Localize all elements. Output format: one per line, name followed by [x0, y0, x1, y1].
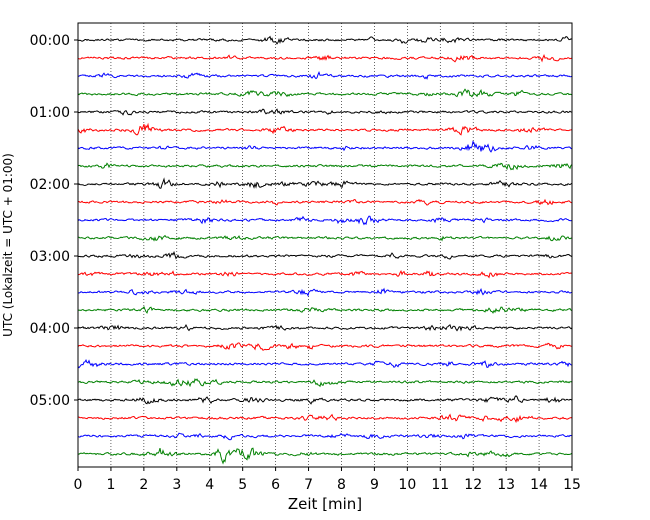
seismic-trace [77, 395, 573, 405]
seismic-trace [77, 71, 573, 80]
seismic-trace [77, 250, 573, 260]
plot-background [78, 23, 572, 467]
seismic-trace [77, 378, 573, 388]
seismic-trace [77, 177, 573, 189]
x-tick-label: 8 [337, 477, 346, 493]
x-tick-label: 11 [431, 477, 449, 493]
seismic-trace [77, 35, 573, 45]
seismic-trace [77, 140, 573, 153]
trace-group [77, 35, 573, 465]
x-tick-label: 7 [304, 477, 313, 493]
x-tick-label: 13 [497, 477, 515, 493]
y-tick-label: 00:00 [30, 33, 70, 49]
x-tick-label: 3 [172, 477, 181, 493]
seismic-trace [77, 122, 573, 136]
plot-frame [77, 22, 573, 468]
seismic-trace [77, 359, 573, 369]
y-tick-label: 05:00 [30, 393, 70, 409]
x-tick-label: 2 [139, 477, 148, 493]
grid-lines [110, 23, 540, 467]
y-axis-label: UTC (Lokalzeit = UTC + 01:00) [1, 153, 15, 337]
seismic-trace [77, 287, 573, 297]
seismic-trace [77, 323, 573, 332]
seismic-trace [77, 432, 573, 441]
seismic-trace [77, 215, 573, 226]
seismic-trace [77, 413, 573, 424]
x-tick-label: 10 [398, 477, 416, 493]
x-tick-label: 12 [464, 477, 482, 493]
x-tick-label: 5 [238, 477, 247, 493]
x-tick-label: 15 [563, 477, 581, 493]
y-tick-label: 04:00 [30, 321, 70, 337]
x-tick-label: 0 [74, 477, 83, 493]
seismic-trace [77, 162, 573, 171]
seismic-trace [77, 269, 573, 279]
x-axis: 0 1 2 3 4 5 6 7 8 9 10 11 12 13 14 15 [74, 467, 581, 493]
x-tick-label: 9 [370, 477, 379, 493]
seismic-trace [77, 88, 573, 98]
y-axis: 00:00 01:00 02:00 03:00 04:00 05:00 [30, 33, 78, 409]
y-tick-label: 03:00 [30, 249, 70, 265]
seismic-trace [77, 53, 573, 63]
seismic-trace [77, 234, 573, 242]
x-tick-label: 1 [106, 477, 115, 493]
seismic-trace [77, 305, 573, 314]
seismic-trace [77, 198, 573, 206]
seismic-trace [77, 447, 573, 465]
y-tick-label: 01:00 [30, 105, 70, 121]
seismic-trace [77, 342, 573, 351]
x-axis-label: Zeit [min] [288, 495, 362, 513]
x-tick-label: 4 [205, 477, 214, 493]
x-tick-label: 6 [271, 477, 280, 493]
x-tick-label: 14 [530, 477, 548, 493]
y-tick-label: 02:00 [30, 177, 70, 193]
seismic-trace [77, 108, 573, 116]
